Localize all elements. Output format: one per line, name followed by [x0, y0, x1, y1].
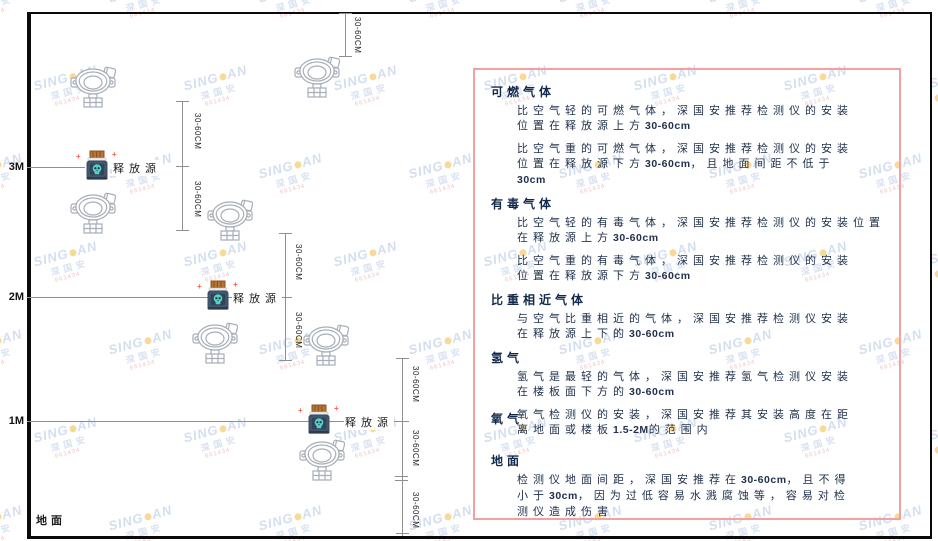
leader-line-3m — [27, 167, 85, 168]
dim-break-mark — [395, 476, 408, 477]
panel-section: 地面检测仪地面间距，深国安推荐在30-60cm，且不得 小于30cm，因为过低容易… — [481, 452, 893, 519]
height-label-1m: 1M — [8, 415, 24, 427]
gas-detector-icon — [303, 324, 349, 366]
section-paragraph: 比空气重的有毒气体，深国安推荐检测仪的安装 位置在释放源下方30-60cm — [517, 254, 853, 282]
dim-tick — [339, 13, 352, 14]
release-source-label: 释放源 — [232, 290, 282, 306]
gas-detector-icon — [70, 192, 116, 234]
gas-detector-icon — [70, 66, 116, 108]
height-label-2m: 2M — [8, 291, 24, 303]
room-frame — [27, 12, 932, 539]
leader-line-1m — [27, 421, 402, 422]
dim-tick — [279, 360, 292, 361]
panel-section: 氢气氢气是最轻的气体，深国安推荐氢气检测仪安装 在楼板面下方的30-60cm — [481, 349, 893, 400]
dim-tick — [396, 533, 409, 534]
panel-section: 可燃气体比空气轻的可燃气体，深国安推荐检测仪的安装 位置在释放源上方30-60cm… — [481, 83, 893, 188]
gas-detector-icon — [207, 199, 253, 241]
panel-section: 有毒气体比空气轻的有毒气体，深国安推荐检测仪的安装位置 在释放源上方30-60cm… — [481, 195, 893, 284]
dim-line-ceiling — [345, 13, 346, 57]
dim-break-mark — [395, 480, 408, 481]
section-heading: 比重相近气体 — [491, 293, 588, 307]
info-panel: 可燃气体比空气轻的可燃气体，深国安推荐检测仪的安装 位置在释放源上方30-60cm… — [473, 68, 901, 520]
dim-line-2m — [285, 233, 286, 360]
spark-icon: + — [298, 406, 303, 415]
release-source-icon — [86, 150, 108, 181]
gas-detector-icon — [192, 322, 238, 364]
dim-tick — [176, 230, 189, 231]
dim-label: 30-60CM — [294, 244, 303, 281]
release-source-icon — [308, 404, 330, 435]
dim-label: 30-60CM — [294, 312, 303, 349]
section-paragraph: 比空气轻的有毒气体，深国安推荐检测仪的安装位置 在释放源上方30-60cm — [517, 216, 885, 244]
panel-section: 氧气 氧气检测仪的安装，深国安推荐其安装高度在距 离地面或楼板1.5-2M的范围内 — [481, 407, 893, 438]
leader-line-2m — [27, 297, 285, 298]
spark-icon: + — [112, 150, 117, 159]
release-source-icon — [207, 280, 229, 311]
dim-label: 30-60CM — [411, 366, 420, 403]
gas-detector-icon — [299, 439, 345, 481]
dim-tick — [396, 421, 409, 422]
panel-sections: 可燃气体比空气轻的可燃气体，深国安推荐检测仪的安装 位置在释放源上方30-60cm… — [475, 70, 899, 519]
dim-label: 30-60CM — [353, 17, 362, 54]
dim-label: 30-60CM — [193, 181, 202, 218]
section-heading: 地面 — [491, 454, 524, 468]
spark-icon: + — [76, 152, 81, 161]
dim-tick — [279, 297, 292, 298]
release-source-label: 释放源 — [112, 160, 162, 176]
dim-tick — [176, 166, 189, 167]
release-source-label: 释放源 — [344, 414, 394, 430]
dim-tick — [176, 101, 189, 102]
section-heading: 氧气 — [491, 412, 524, 426]
section-paragraph: 氢气是最轻的气体，深国安推荐氢气检测仪安装 在楼板面下方的30-60cm — [517, 370, 853, 398]
gas-detector-icon — [294, 56, 340, 98]
panel-section: 比重相近气体与空气比重相近的气体，深国安推荐检测仪安装 在释放源上下的30-60c… — [481, 291, 893, 342]
spark-icon: + — [197, 282, 202, 291]
ground-label: 地面 — [36, 514, 66, 527]
release-source-1m: + + — [298, 404, 339, 441]
section-paragraph: 检测仪地面间距，深国安推荐在30-60cm，且不得 小于30cm，因为过低容易水溅… — [517, 473, 851, 518]
dim-tick — [279, 233, 292, 234]
section-paragraph: 比空气重的可燃气体，深国安推荐检测仪的安装 位置在释放源下方30-60cm，且地面… — [517, 142, 853, 186]
dim-tick — [396, 358, 409, 359]
dim-label: 30-60CM — [411, 492, 420, 529]
dim-line-3m — [182, 101, 183, 230]
spark-icon: + — [334, 404, 339, 413]
section-paragraph: 比空气轻的可燃气体，深国安推荐检测仪的安装 位置在释放源上方30-60cm — [517, 104, 853, 132]
section-heading: 有毒气体 — [491, 197, 556, 211]
release-source-3m: + + — [76, 150, 117, 187]
height-label-3m: 3M — [8, 161, 24, 173]
spark-icon: + — [233, 280, 238, 289]
dim-label: 30-60CM — [411, 430, 420, 467]
section-paragraph: 与空气比重相近的气体，深国安推荐检测仪安装 在释放源上下的30-60cm — [517, 312, 853, 340]
dim-tick — [339, 56, 352, 57]
dim-label: 30-60CM — [193, 113, 202, 150]
release-source-2m: + + — [197, 280, 238, 317]
section-heading: 氢气 — [491, 351, 524, 365]
section-heading: 可燃气体 — [491, 85, 556, 99]
section-paragraph: 氧气检测仪的安装，深国安推荐其安装高度在距 离地面或楼板1.5-2M的范围内 — [517, 408, 853, 436]
dim-line-1m — [402, 358, 403, 536]
